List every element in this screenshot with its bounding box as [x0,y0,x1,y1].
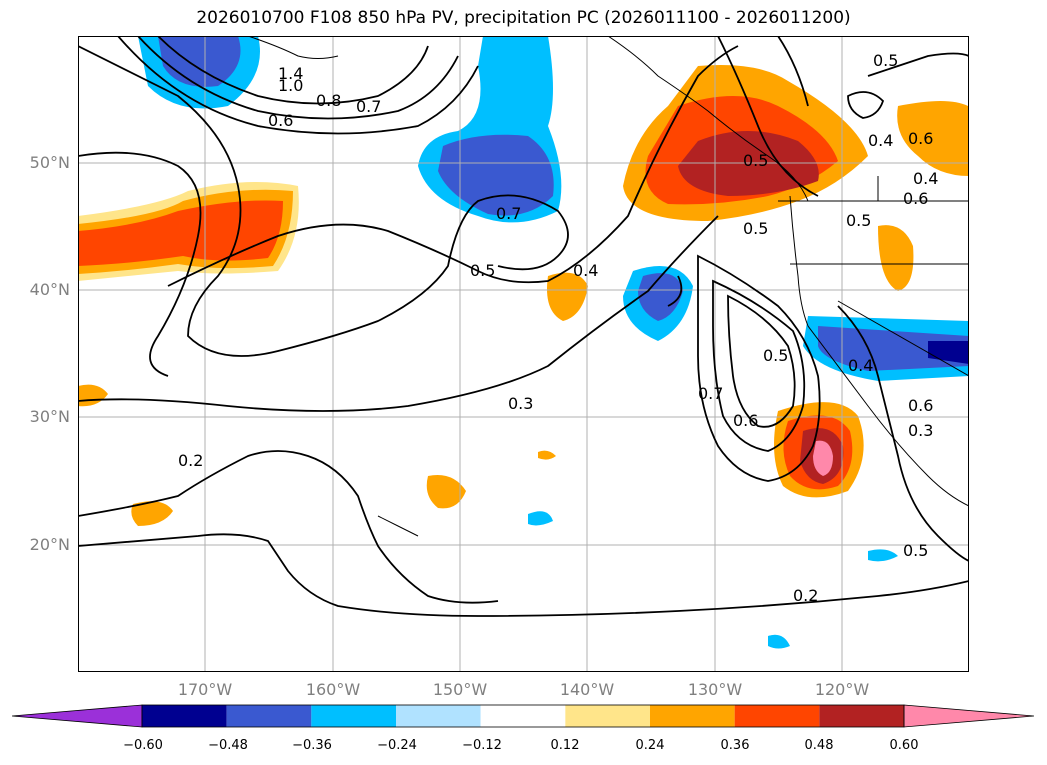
neg-area-nw-core [158,36,241,87]
contour-label: 0.5 [763,346,788,365]
colorbar-cell [311,705,396,727]
contour-label: 0.7 [698,384,723,403]
contour-02a [78,450,499,604]
contour-07a [78,45,569,357]
colorbar-tick: 0.60 [889,738,919,753]
colorbar-tick: 0.12 [550,738,580,753]
contour-inner-06 [712,279,806,452]
contour-label: 0.4 [868,131,893,150]
contour-label: 1.4 [278,64,303,83]
gridlines [78,36,969,672]
contour-label: 0.6 [903,189,928,208]
colorbar-tick: 0.36 [720,738,750,753]
contour-small-ring [847,91,885,119]
neg-area-central-mid [438,134,554,216]
contour-label: 0.7 [356,97,381,116]
colorbar-cell [819,705,904,727]
lat-label-50n: 50°N [29,153,70,172]
contour-label: 1.0 [278,76,303,95]
colorbar-cell [565,705,650,727]
lat-label-20n: 20°N [29,535,70,554]
lon-label-140w: 140°W [559,680,615,699]
colorbar-extend-high [903,704,1034,728]
colorbar-outline [141,704,905,728]
contour-nw-1 [157,36,429,105]
pos-area-ne [897,101,969,176]
pos-area-idaho [878,225,914,291]
contour-label: 0.5 [846,211,871,230]
lon-label-120w: 120°W [814,680,870,699]
contour-label: 0.5 [743,219,768,238]
contour-label: 0.8 [316,91,341,110]
contour-label: 0.2 [793,586,818,605]
contour-labels: 1.4 1.0 0.8 0.7 0.6 0.5 0.4 0.6 0.7 0.5 … [178,51,938,605]
pos-area-west-high [78,200,283,266]
colorbar-cell [480,705,566,727]
pos-small-b [131,501,173,526]
contour-label: 0.6 [733,411,758,430]
colorbar-cell [734,705,820,727]
neg-area-east-40-core [638,273,683,321]
contour-label: 0.5 [470,261,495,280]
contour-sw-05 [837,305,969,562]
colorbar-cell [226,705,312,727]
neg-small-2 [868,549,898,562]
colorbar-tick: −0.48 [208,738,248,753]
contour-05 [167,45,739,287]
pos-area-calif-south-max [813,440,833,476]
pos-small-a [426,475,466,509]
lon-label-150w: 150°W [432,680,488,699]
contour-label: 0.2 [178,451,203,470]
contour-label: 0.4 [573,261,598,280]
contour-nw-3 [117,36,479,135]
contour-label: 0.3 [908,421,933,440]
neg-small-3 [768,634,790,649]
neg-area-sw-us-core [818,326,969,371]
lon-label-130w: 130°W [687,680,743,699]
pv-contours [78,36,969,617]
contour-02b [78,533,969,617]
contour-n-05 [717,36,819,197]
contour-east-04 [667,275,683,307]
colorbar-tick: −0.36 [292,738,332,753]
chart-title: 2026010700 F108 850 hPa PV, precipitatio… [196,8,851,28]
contour-label: 0.5 [903,541,928,560]
colorbar-tick: 0.24 [635,738,665,753]
contour-04 [78,151,202,377]
lat-label-40n: 40°N [29,280,70,299]
colorbar-tick: −0.24 [377,738,417,753]
contour-label: 0.6 [908,129,933,148]
colorbar-tick: −0.60 [123,738,163,753]
contour-coastal-ring [697,254,821,482]
contour-nw-2 [137,36,459,120]
contour-label: 0.4 [913,169,938,188]
contour-03 [78,215,719,412]
colorbar-extend-low [12,704,143,728]
contour-n-06 [777,36,809,107]
lon-label-160w: 160°W [305,680,361,699]
contour-label: 0.4 [848,356,873,375]
contour-label: 0.6 [268,111,293,130]
contour-label: 0.3 [508,394,533,413]
contour-label: 0.7 [496,204,521,223]
contour-label: 0.5 [743,151,768,170]
neg-small-1 [528,511,553,526]
pos-area-east-small [547,272,588,321]
colorbar-tick: −0.12 [462,738,502,753]
map-panel: 1.4 1.0 0.8 0.7 0.6 0.5 0.4 0.6 0.7 0.5 … [78,36,969,672]
lat-label-30n: 30°N [29,407,70,426]
contour-ne-05 [867,52,969,77]
colorbar-cell [396,705,481,727]
contour-label: 0.5 [873,51,898,70]
colorbar [12,704,1034,728]
colorbar-cell [142,705,227,727]
precip-shading [78,36,969,649]
colorbar-cell [650,705,735,727]
colorbar-tick: 0.48 [804,738,834,753]
contour-label: 0.6 [908,396,933,415]
lon-label-170w: 170°W [177,680,233,699]
pos-small-d [538,450,556,460]
contour-inner-07 [727,294,796,428]
